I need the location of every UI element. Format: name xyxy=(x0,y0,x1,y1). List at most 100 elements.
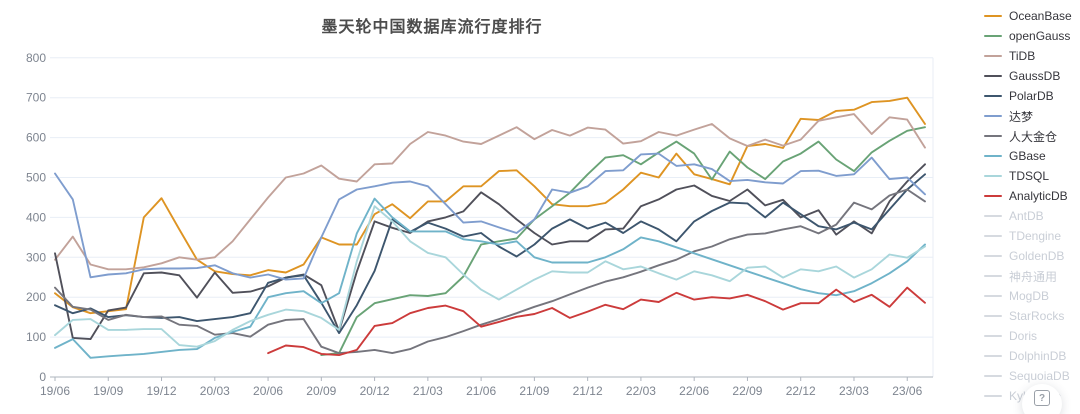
legend-label: 达梦 xyxy=(1009,109,1034,124)
legend-item-dameng[interactable]: 达梦 xyxy=(984,106,1080,126)
legend-item-sequoiadb[interactable]: SequoiaDB xyxy=(984,366,1080,386)
legend-item-polardb[interactable]: PolarDB xyxy=(984,86,1080,106)
x-tick-label: 21/03 xyxy=(413,384,443,398)
x-tick-label: 21/06 xyxy=(466,384,496,398)
legend-swatch xyxy=(984,215,1002,217)
legend: OceanBase openGauss TiDB GaussDB PolarDB 达梦人大… xyxy=(984,6,1080,406)
legend-label: TiDB xyxy=(1009,49,1036,63)
y-tick-label: 700 xyxy=(26,91,46,105)
legend-item-goldendb[interactable]: GoldenDB xyxy=(984,246,1080,266)
x-tick-label: 20/03 xyxy=(200,384,230,398)
legend-swatch xyxy=(984,355,1002,357)
x-tick-label: 20/09 xyxy=(306,384,336,398)
legend-item-oceanbase[interactable]: OceanBase xyxy=(984,6,1080,26)
x-tick-label: 23/03 xyxy=(839,384,869,398)
legend-item-doris[interactable]: Doris xyxy=(984,326,1080,346)
x-tick-label: 19/06 xyxy=(40,384,70,398)
legend-label: GoldenDB xyxy=(1009,249,1065,263)
x-tick-label: 19/09 xyxy=(93,384,123,398)
legend-item-gaussdb[interactable]: GaussDB xyxy=(984,66,1080,86)
legend-swatch xyxy=(984,335,1002,337)
legend-swatch xyxy=(984,95,1002,97)
legend-label: openGauss xyxy=(1009,29,1071,43)
legend-swatch xyxy=(984,175,1002,177)
legend-label: AnalyticDB xyxy=(1009,189,1068,203)
legend-label: TDSQL xyxy=(1009,169,1050,183)
legend-item-renda-jincang[interactable]: 人大金仓 xyxy=(984,126,1080,146)
x-tick-label: 22/03 xyxy=(626,384,656,398)
legend-swatch xyxy=(984,75,1002,77)
legend-swatch xyxy=(984,275,1002,277)
legend-item-gbase[interactable]: GBase xyxy=(984,146,1080,166)
legend-label: GBase xyxy=(1009,149,1046,163)
legend-item-opengauss[interactable]: openGauss xyxy=(984,26,1080,46)
series-line-gaussdb[interactable] xyxy=(54,163,926,341)
legend-swatch xyxy=(984,35,1002,37)
series-line-polardb[interactable] xyxy=(54,173,926,335)
question-mark-icon: ? xyxy=(1034,390,1050,406)
legend-swatch xyxy=(984,135,1002,137)
x-tick-label: 22/06 xyxy=(679,384,709,398)
x-tick-label: 21/09 xyxy=(519,384,549,398)
legend-item-analyticdb[interactable]: AnalyticDB xyxy=(984,186,1080,206)
legend-item-shenzhou-tongyong[interactable]: 神舟通用 xyxy=(984,266,1080,286)
legend-label: 人大金仓 xyxy=(1009,129,1058,144)
legend-label: PolarDB xyxy=(1009,89,1054,103)
y-tick-label: 300 xyxy=(26,250,46,264)
legend-label: 神舟通用 xyxy=(1009,269,1058,284)
legend-label: OceanBase xyxy=(1009,9,1072,23)
legend-swatch xyxy=(984,375,1002,377)
y-tick-label: 200 xyxy=(26,290,46,304)
series-line-tidb[interactable] xyxy=(54,113,926,271)
legend-item-dolphindb[interactable]: DolphinDB xyxy=(984,346,1080,366)
legend-swatch xyxy=(984,255,1002,257)
series-line-analyticdb[interactable] xyxy=(267,286,926,357)
legend-item-tdengine[interactable]: TDengine xyxy=(984,226,1080,246)
series-line-oceanbase[interactable] xyxy=(54,96,926,315)
legend-label: SequoiaDB xyxy=(1009,369,1070,383)
y-tick-label: 100 xyxy=(26,330,46,344)
y-tick-label: 800 xyxy=(26,51,46,65)
x-tick-label: 23/06 xyxy=(892,384,922,398)
legend-label: GaussDB xyxy=(1009,69,1061,83)
legend-label: TDengine xyxy=(1009,229,1062,243)
x-tick-label: 20/06 xyxy=(253,384,283,398)
legend-item-antdb[interactable]: AntDB xyxy=(984,206,1080,226)
legend-swatch xyxy=(984,155,1002,157)
legend-item-tdsql[interactable]: TDSQL xyxy=(984,166,1080,186)
legend-swatch xyxy=(984,115,1002,117)
series-line-dameng[interactable] xyxy=(54,152,926,281)
legend-swatch xyxy=(984,315,1002,317)
legend-item-starrocks[interactable]: StarRocks xyxy=(984,306,1080,326)
series-line-opengauss[interactable] xyxy=(320,126,926,357)
x-tick-label: 22/12 xyxy=(786,384,816,398)
legend-swatch xyxy=(984,235,1002,237)
y-tick-label: 500 xyxy=(26,171,46,185)
legend-swatch xyxy=(984,195,1002,197)
legend-item-tidb[interactable]: TiDB xyxy=(984,46,1080,66)
series-line-gbase[interactable] xyxy=(54,197,926,359)
series-line-renda-jincang[interactable] xyxy=(54,188,926,355)
help-button[interactable]: ? xyxy=(1022,384,1062,414)
legend-swatch xyxy=(984,295,1002,297)
chart-title: 墨天轮中国数据库流行度排行 xyxy=(321,19,543,36)
legend-swatch xyxy=(984,395,1002,397)
x-tick-label: 19/12 xyxy=(147,384,177,398)
legend-label: AntDB xyxy=(1009,209,1044,223)
x-tick-label: 22/09 xyxy=(732,384,762,398)
legend-swatch xyxy=(984,15,1002,17)
legend-item-mogdb[interactable]: MogDB xyxy=(984,286,1080,306)
y-tick-label: 0 xyxy=(39,370,46,384)
legend-label: Doris xyxy=(1009,329,1038,343)
legend-label: DolphinDB xyxy=(1009,349,1067,363)
legend-swatch xyxy=(984,55,1002,57)
legend-label: StarRocks xyxy=(1009,309,1065,323)
x-tick-label: 20/12 xyxy=(360,384,390,398)
series-line-tdsql[interactable] xyxy=(54,205,926,348)
y-tick-label: 600 xyxy=(26,131,46,145)
x-tick-label: 21/12 xyxy=(573,384,603,398)
y-tick-label: 400 xyxy=(26,210,46,224)
legend-label: MogDB xyxy=(1009,289,1050,303)
